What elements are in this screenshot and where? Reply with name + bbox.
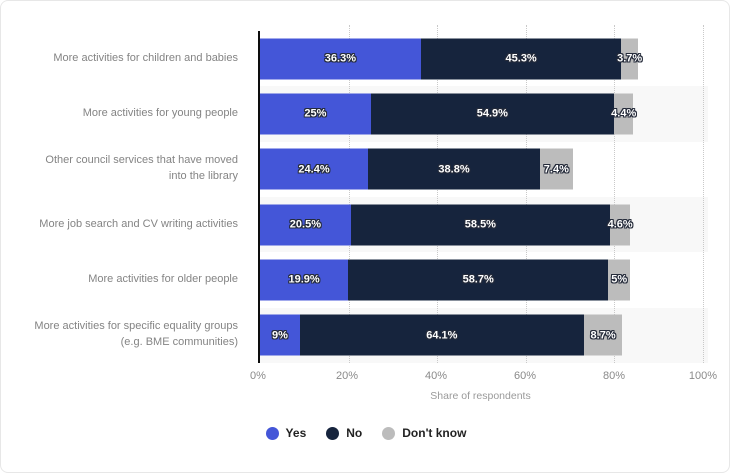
value-label-yes: 36.3% xyxy=(324,52,356,65)
value-label-no: 45.3% xyxy=(505,52,537,65)
row-band-2: 25% 54.9% 4.4% xyxy=(260,86,708,142)
bar-rows: 36.3% 45.3% 3.7% 25% 54.9% 4.4% 24.4% 38.8% 7.4%… xyxy=(260,31,708,364)
plot-area: 36.3% 45.3% 3.7% 25% 54.9% 4.4% 24.4% 38.8% 7.4%… xyxy=(258,25,708,364)
row-band-3: 24.4% 38.8% 7.4% xyxy=(260,142,703,197)
bar-segment-no[interactable]: 58.7% xyxy=(348,259,609,301)
stacked-bar-6: 9% 64.1% 8.7% xyxy=(260,314,703,356)
gridline-100 xyxy=(703,25,704,363)
x-axis: 0% 20% 40% 60% 80% 100% xyxy=(250,370,717,384)
legend-dot-don-t-know xyxy=(382,426,396,440)
value-label-yes: 24.4% xyxy=(298,163,330,176)
legend-item-no[interactable]: No xyxy=(326,426,362,440)
bar-segment-no[interactable]: 45.3% xyxy=(420,38,622,80)
bar-segment-don-t-know[interactable]: 8.7% xyxy=(583,314,623,356)
legend-label-no: No xyxy=(346,426,363,440)
legend-label-yes: Yes xyxy=(285,426,307,440)
bar-segment-don-t-know[interactable]: 4.6% xyxy=(607,204,633,246)
stacked-bar-1: 36.3% 45.3% 3.7% xyxy=(260,38,703,80)
category-axis: More activities for children and babies M… xyxy=(1,31,248,363)
row-band-4: 20.5% 58.5% 4.6% xyxy=(260,196,708,253)
category-label-1: More activities for children and babies xyxy=(53,51,238,64)
bar-segment-yes[interactable]: 19.9% xyxy=(260,259,349,301)
bar-segment-no[interactable]: 58.5% xyxy=(350,204,610,246)
stacked-bar-4: 20.5% 58.5% 4.6% xyxy=(260,204,703,246)
value-label-don-t-know: 7.4% xyxy=(543,163,569,176)
bar-segment-no[interactable]: 54.9% xyxy=(370,93,614,135)
bar-segment-don-t-know[interactable]: 3.7% xyxy=(617,38,642,80)
bar-segment-yes[interactable]: 24.4% xyxy=(260,148,369,190)
category-label-2: More activities for young people xyxy=(82,107,238,120)
value-label-no: 54.9% xyxy=(476,107,508,120)
value-label-no: 64.1% xyxy=(426,329,458,342)
legend: Yes No Don't know xyxy=(1,426,730,440)
legend-dot-no xyxy=(326,426,340,440)
bar-segment-don-t-know[interactable]: 7.4% xyxy=(539,148,573,190)
category-label-6: More activities for specific equality gr… xyxy=(34,320,238,349)
x-tick-40: 40% xyxy=(424,370,448,382)
bar-segment-no[interactable]: 64.1% xyxy=(299,314,584,356)
value-label-no: 38.8% xyxy=(438,163,470,176)
x-tick-100: 100% xyxy=(688,370,718,382)
legend-item-don-t-know[interactable]: Don't know xyxy=(382,426,466,440)
value-label-no: 58.7% xyxy=(462,273,494,286)
value-label-don-t-know: 4.6% xyxy=(607,218,633,231)
category-label-5: More activities for older people xyxy=(88,273,238,285)
x-tick-60: 60% xyxy=(513,370,537,382)
bar-segment-yes[interactable]: 20.5% xyxy=(260,204,351,246)
bar-segment-yes[interactable]: 25% xyxy=(260,93,371,135)
row-band-6: 9% 64.1% 8.7% xyxy=(260,307,708,364)
gridline-60 xyxy=(525,25,527,363)
x-tick-0: 0% xyxy=(250,370,266,382)
value-label-no: 58.5% xyxy=(464,218,496,231)
value-label-don-t-know: 4.4% xyxy=(611,107,637,120)
category-label-3: Other council services that have moved i… xyxy=(45,154,238,183)
value-label-don-t-know: 5% xyxy=(611,273,628,286)
legend-label-don-t-know: Don't know xyxy=(402,426,467,440)
gridline-40 xyxy=(437,25,439,363)
value-label-yes: 19.9% xyxy=(288,273,320,286)
stacked-bar-3: 24.4% 38.8% 7.4% xyxy=(260,148,703,190)
gridline-20 xyxy=(348,25,350,363)
category-label-4: More job search and CV writing activitie… xyxy=(39,217,238,230)
gridline-80 xyxy=(614,25,616,363)
row-band-5: 19.9% 58.7% 5% xyxy=(260,252,703,307)
bar-segment-yes[interactable]: 36.3% xyxy=(260,38,421,80)
value-label-don-t-know: 3.7% xyxy=(617,52,643,65)
value-label-yes: 25% xyxy=(304,107,327,120)
bar-segment-don-t-know[interactable]: 5% xyxy=(608,259,631,301)
stacked-bar-2: 25% 54.9% 4.4% xyxy=(260,93,703,135)
value-label-yes: 20.5% xyxy=(289,218,322,231)
value-label-yes: 9% xyxy=(271,329,288,342)
row-band-1: 36.3% 45.3% 3.7% xyxy=(260,31,703,86)
value-label-don-t-know: 8.7% xyxy=(590,329,616,342)
bar-segment-yes[interactable]: 9% xyxy=(260,314,300,356)
legend-item-yes[interactable]: Yes xyxy=(265,426,307,440)
stacked-bar-5: 19.9% 58.7% 5% xyxy=(260,259,703,301)
x-axis-title: Share of respondents xyxy=(430,390,531,402)
bar-segment-no[interactable]: 38.8% xyxy=(368,148,540,190)
x-tick-80: 80% xyxy=(602,370,626,382)
bar-segment-don-t-know[interactable]: 4.4% xyxy=(611,93,637,135)
x-tick-20: 20% xyxy=(335,370,359,382)
legend-dot-yes xyxy=(265,426,279,440)
